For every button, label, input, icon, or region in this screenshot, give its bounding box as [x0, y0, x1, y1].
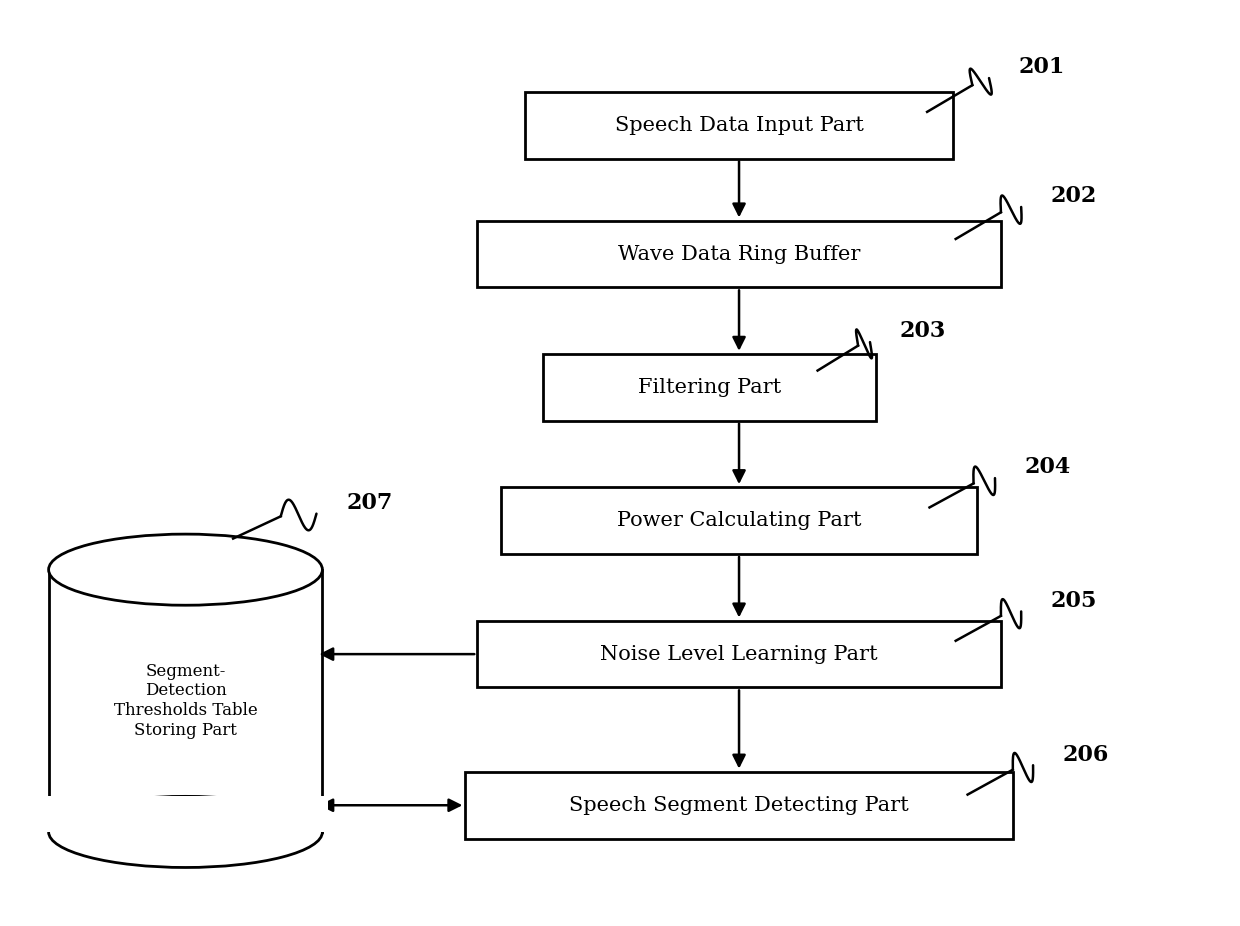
Text: 203: 203 — [900, 320, 946, 343]
Text: Noise Level Learning Part: Noise Level Learning Part — [600, 644, 878, 664]
Text: 207: 207 — [346, 492, 393, 514]
Text: Filtering Part: Filtering Part — [637, 378, 781, 397]
Text: Wave Data Ring Buffer: Wave Data Ring Buffer — [618, 244, 861, 264]
Text: Speech Segment Detecting Part: Speech Segment Detecting Part — [569, 795, 909, 815]
Text: 205: 205 — [1052, 590, 1097, 612]
Text: 204: 204 — [1024, 457, 1071, 479]
Text: 201: 201 — [1019, 56, 1065, 79]
Bar — [525, 92, 954, 158]
Bar — [42, 796, 329, 832]
Ellipse shape — [48, 534, 322, 606]
Ellipse shape — [48, 796, 322, 868]
Bar — [48, 569, 322, 832]
Text: Segment-
Detection
Thresholds Table
Storing Part: Segment- Detection Thresholds Table Stor… — [114, 663, 258, 739]
Bar — [477, 620, 1001, 687]
Bar — [501, 487, 977, 554]
Text: Power Calculating Part: Power Calculating Part — [616, 511, 862, 531]
Text: Speech Data Input Part: Speech Data Input Part — [615, 116, 863, 134]
Bar — [477, 220, 1001, 287]
Bar — [465, 772, 1013, 839]
Text: 206: 206 — [1063, 744, 1110, 766]
Text: 202: 202 — [1052, 185, 1097, 207]
Bar — [543, 354, 875, 420]
